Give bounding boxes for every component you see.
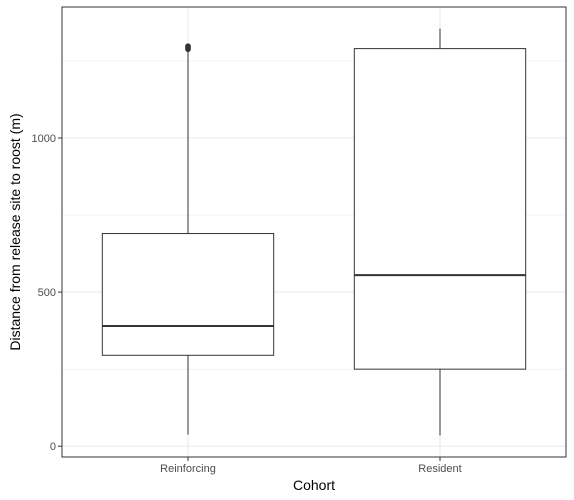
y-tick-label: 0 <box>50 441 56 453</box>
x-axis-ticks: Reinforcing Resident <box>160 457 462 475</box>
iqr-box <box>101 233 275 356</box>
y-tick-label: 1000 <box>32 133 56 145</box>
outlier-point <box>185 43 191 49</box>
y-axis-ticks: 0 500 1000 <box>32 133 62 453</box>
y-axis-title: Distance from release site to roost (m) <box>7 113 23 350</box>
x-axis-title: Cohort <box>293 477 335 493</box>
box-reinforcing <box>101 43 275 435</box>
box-layer <box>101 28 527 436</box>
x-tick-label: Resident <box>418 463 461 475</box>
x-tick-label: Reinforcing <box>160 463 216 475</box>
iqr-box <box>353 48 527 370</box>
panel-border <box>61 6 567 458</box>
y-tick-label: 500 <box>38 287 56 299</box>
box-resident <box>353 28 527 436</box>
